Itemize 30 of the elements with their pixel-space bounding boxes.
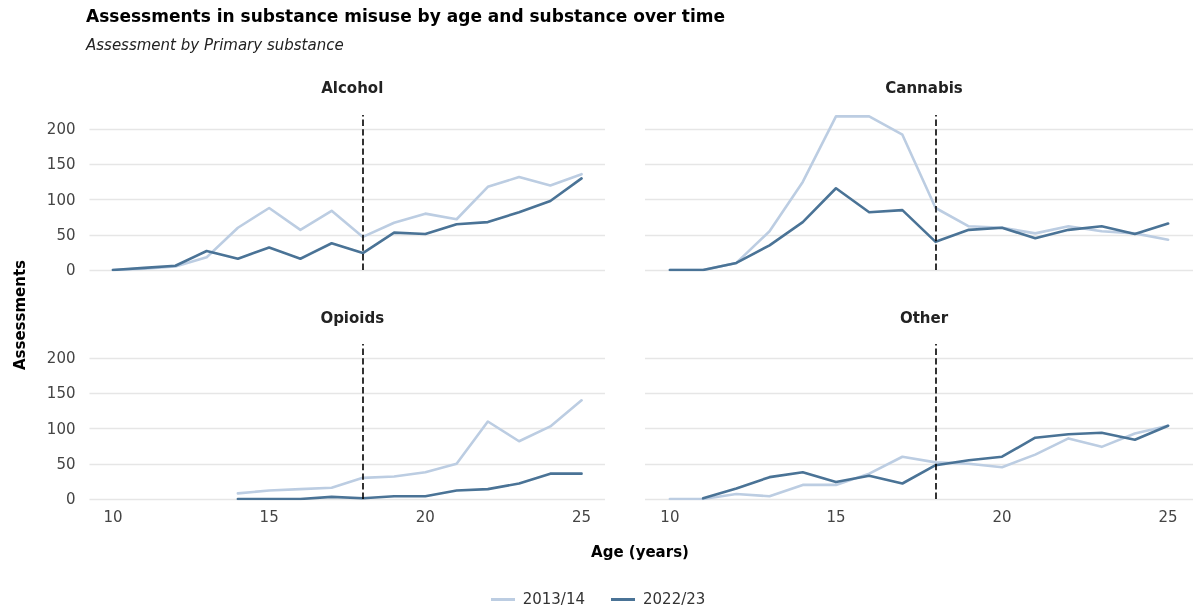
chart-title: Other bbox=[899, 308, 949, 327]
y-tick-label: 50 bbox=[56, 225, 76, 244]
x-tick-label: 20 bbox=[992, 507, 1012, 526]
y-axis-title: Assessments bbox=[11, 259, 29, 371]
line-series bbox=[236, 399, 583, 495]
legend-label: 2013/14 bbox=[522, 590, 585, 608]
chart-title: Opioids bbox=[320, 308, 385, 327]
y-tick-label: 0 bbox=[65, 261, 76, 279]
x-tick-label: 10 bbox=[103, 507, 123, 526]
x-tick-label: 20 bbox=[415, 507, 435, 526]
x-tick-label: 25 bbox=[572, 507, 592, 526]
y-tick-label: 200 bbox=[46, 120, 76, 139]
y-tick-label: 150 bbox=[46, 384, 76, 403]
x-tick-label: 15 bbox=[259, 507, 279, 526]
y-tick-label: 100 bbox=[46, 190, 76, 209]
y-tick-label: 100 bbox=[46, 419, 76, 438]
chart-title: Cannabis bbox=[885, 78, 963, 97]
y-tick-label: 50 bbox=[56, 454, 76, 473]
y-tick-label: 200 bbox=[46, 349, 76, 368]
y-tick-label: 0 bbox=[65, 490, 76, 508]
chart-title: Alcohol bbox=[321, 78, 384, 97]
x-axis-title: Age (years) bbox=[591, 543, 689, 561]
y-tick-label: 150 bbox=[46, 155, 76, 174]
line-series bbox=[236, 472, 583, 501]
x-tick-label: 15 bbox=[826, 507, 846, 526]
x-tick-label: 10 bbox=[660, 507, 680, 526]
text: Assessment by Primary substance bbox=[86, 36, 344, 54]
legend-label: 2022/23 bbox=[643, 590, 706, 608]
x-tick-label: 25 bbox=[1158, 507, 1178, 526]
text: Assessments in substance misuse by age and substance over time bbox=[86, 6, 726, 26]
